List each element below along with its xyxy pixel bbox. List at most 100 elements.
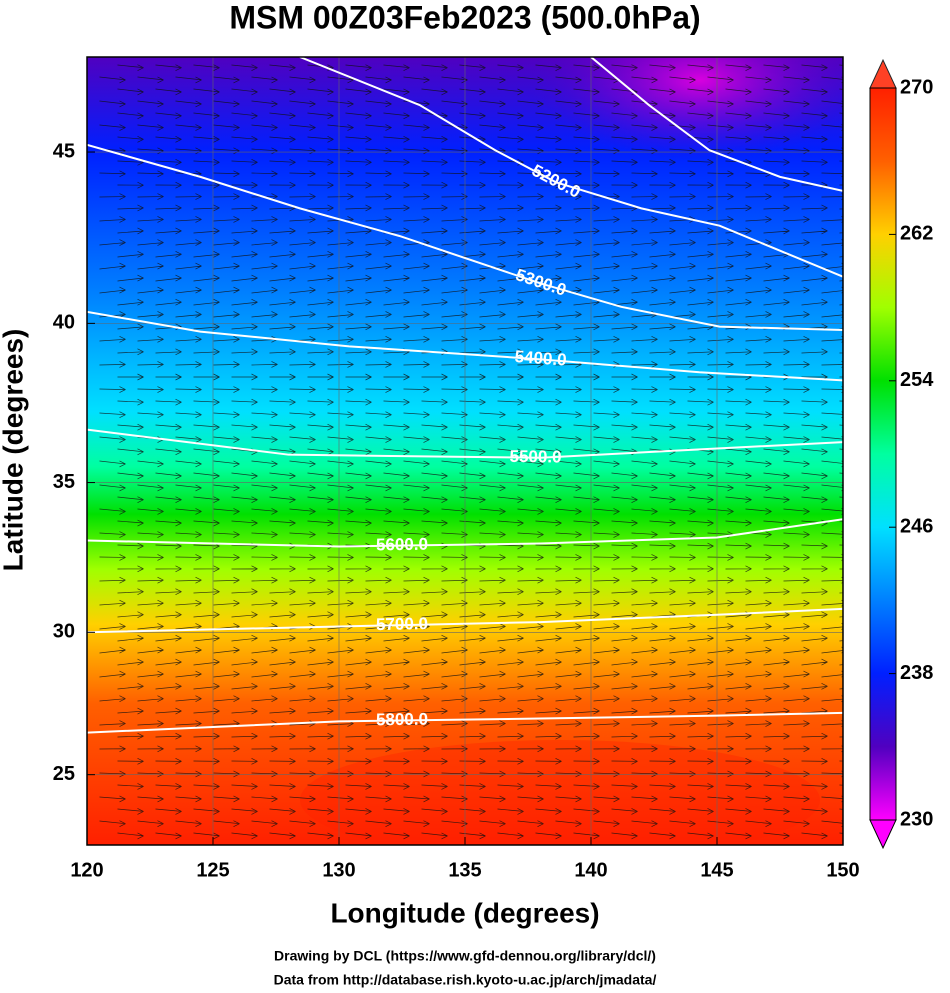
x-tick-label: 120	[70, 859, 103, 881]
wind-arrow	[99, 670, 843, 678]
wind-arrow	[117, 135, 843, 143]
wind-arrow	[99, 820, 843, 828]
x-tick-label: 140	[574, 859, 607, 881]
wind-arrow	[117, 64, 843, 71]
wind-arrow	[117, 250, 843, 258]
contour-line	[87, 607, 843, 634]
contour-label: 5400.0	[514, 347, 567, 369]
wind-arrow	[117, 808, 843, 815]
wind-arrow	[99, 193, 843, 200]
colorbar-tick-label: 230	[900, 808, 933, 830]
cold-core	[530, 57, 843, 160]
wind-arrow	[117, 611, 843, 619]
wind-arrow	[99, 576, 843, 584]
x-tick-label: 145	[700, 859, 733, 881]
colorbar-tick-label: 262	[900, 223, 933, 245]
wind-arrow	[117, 832, 843, 840]
contour-line	[87, 711, 843, 734]
wind-arrow	[99, 411, 843, 419]
wind-arrow	[99, 286, 843, 294]
wind-arrow	[117, 707, 843, 715]
title: MSM 00Z03Feb2023 (500.0hPa)	[229, 0, 700, 35]
plot-frame	[86, 56, 844, 846]
wind-arrow	[99, 554, 843, 561]
wind-arrow	[117, 274, 843, 282]
wind-arrow	[99, 386, 843, 393]
wind-arrow	[117, 159, 843, 166]
wind-arrow	[117, 519, 843, 527]
contour-line	[299, 57, 843, 278]
wind-arrow	[117, 588, 843, 595]
colorbar-tick-label: 254	[900, 369, 934, 391]
wind-arrow	[117, 658, 843, 666]
wind-arrow	[117, 423, 843, 431]
x-axis-label: Longitude (degrees)	[330, 897, 599, 928]
y-tick-label: 30	[53, 621, 75, 643]
wind-arrow	[99, 100, 843, 108]
contour-line	[87, 310, 843, 382]
y-tick-label: 35	[53, 471, 75, 493]
wind-arrow	[117, 398, 843, 406]
x-tick-label: 125	[196, 859, 229, 881]
wind-arrow	[99, 745, 843, 753]
wind-arrow	[117, 181, 843, 189]
wind-arrow	[99, 695, 843, 702]
contour-line	[87, 428, 843, 459]
wind-arrow	[99, 770, 843, 778]
wind-arrow	[99, 599, 843, 607]
wind-arrow	[117, 472, 843, 480]
wind-arrow	[117, 683, 843, 690]
contour-line	[87, 143, 843, 331]
colorbar-extend-top	[869, 58, 897, 89]
warm-core	[300, 740, 820, 845]
wind-arrow	[99, 623, 843, 630]
wind-arrow	[99, 531, 843, 538]
wind-arrow	[99, 460, 843, 468]
wind-arrow	[117, 565, 843, 573]
x-tick-label: 130	[322, 859, 355, 881]
contour-label: 5700.0	[376, 614, 428, 634]
contour-line	[87, 518, 843, 548]
colorbar-extend-bottom	[869, 819, 897, 850]
y-tick-label: 25	[53, 763, 75, 785]
colorbar-tick-label: 246	[900, 515, 933, 537]
wind-arrow	[99, 436, 843, 443]
wind-arrow	[117, 227, 843, 235]
plot-area: 5200.05300.05400.05500.05600.05700.05800…	[87, 57, 843, 845]
wind-arrow	[99, 335, 843, 343]
wind-arrow	[99, 361, 843, 368]
wind-arrow	[99, 262, 843, 270]
y-axis-label: Latitude (degrees)	[0, 329, 28, 572]
wind-arrow	[99, 508, 843, 515]
colorbar-tick-label: 270	[900, 76, 933, 98]
x-tick-label: 150	[826, 859, 859, 881]
wind-arrow	[117, 88, 843, 96]
wind-arrow	[117, 298, 843, 306]
wind-arrow	[99, 216, 843, 223]
wind-arrow	[117, 112, 843, 120]
colorbar-tick-label: 238	[900, 662, 933, 684]
wind-arrow	[99, 124, 843, 131]
wind-arrow	[117, 496, 843, 504]
y-tick-label: 40	[53, 312, 75, 334]
wind-arrow	[117, 448, 843, 456]
wind-arrow	[117, 634, 843, 642]
wind-arrow	[117, 373, 843, 381]
contour-label: 5600.0	[376, 535, 428, 555]
colorbar	[869, 87, 897, 821]
contour-label: 5500.0	[509, 447, 561, 467]
contour-label: 5800.0	[376, 710, 428, 730]
wind-arrow	[99, 484, 843, 492]
wind-arrow	[117, 783, 843, 790]
wind-arrow	[117, 732, 843, 740]
contour-line	[590, 57, 843, 192]
x-tick-label: 135	[448, 859, 481, 881]
y-tick-label: 45	[53, 140, 75, 162]
wind-arrow	[117, 758, 843, 765]
wind-arrow	[99, 646, 843, 654]
wind-arrow	[99, 795, 843, 803]
credit: Data from http://database.rish.kyoto-u.a…	[274, 972, 657, 988]
credit: Drawing by DCL (https://www.gfd-dennou.o…	[274, 948, 656, 964]
wind-arrow	[99, 720, 843, 727]
